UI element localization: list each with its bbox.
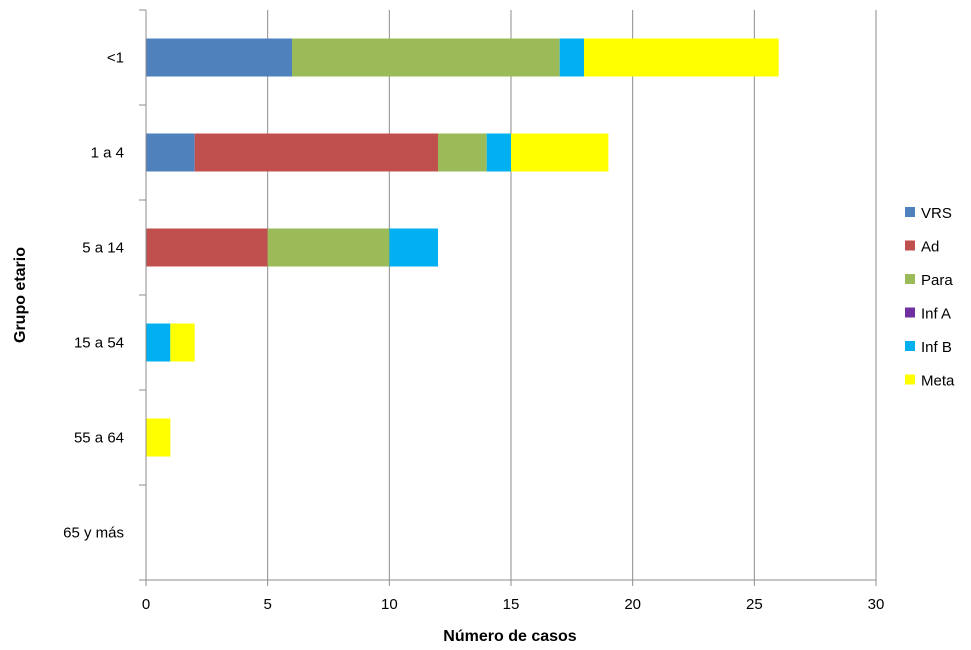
legend-swatch-meta [905,374,915,385]
y-tick-label: <1 [107,50,124,67]
legend-swatch-para [905,274,915,284]
legend-label: Ad [921,239,939,256]
x-tick-label: 0 [142,596,150,613]
y-tick-label: 65 y más [63,525,124,542]
legend-label: Meta [921,373,955,390]
x-tick-label: 20 [624,596,641,613]
x-tick-labels: 0 5 10 15 20 25 30 [142,596,885,613]
x-tick-label: 30 [868,596,885,613]
legend-label: VRS [921,205,952,222]
x-tick-label: 25 [746,596,763,613]
y-axis-title: Grupo etario [12,247,29,343]
bar-meta-4 [146,418,171,457]
bar-inf-b-0 [559,38,584,77]
legend: VRS Ad Para Inf A Inf B Meta [905,205,955,390]
bar-inf-b-3 [146,323,171,362]
x-tick-label: 5 [263,596,271,613]
bar-meta-1 [511,133,609,172]
legend-swatch-vrs [905,207,915,217]
bar-para-2 [267,228,390,267]
bar-inf-b-2 [389,228,438,267]
bar-ad-2 [146,228,268,267]
gridlines [267,10,877,580]
legend-swatch-ad [905,240,915,251]
bar-meta-0 [584,38,779,77]
bar-inf-b-1 [486,133,511,172]
x-tick-label: 15 [503,596,520,613]
legend-swatch-inf-b [905,341,915,351]
bar-para-1 [438,133,487,172]
axes [139,9,877,586]
legend-swatch-inf-a [905,307,915,318]
y-tick-label: 5 a 14 [82,240,124,257]
x-tick-label: 10 [381,596,398,613]
bar-para-0 [292,38,560,77]
y-tick-labels: <1 1 a 4 5 a 14 15 a 54 55 a 64 65 y más [63,50,124,542]
legend-label: Inf A [921,306,951,323]
bar-vrs-0 [146,38,292,77]
bar-meta-3 [170,323,195,362]
x-axis-title: Número de casos [443,628,576,645]
bars [146,38,779,457]
y-tick-label: 15 a 54 [74,335,124,352]
legend-label: Para [921,272,953,289]
y-tick-label: 55 a 64 [74,430,124,447]
legend-label: Inf B [921,339,952,356]
bar-ad-1 [194,133,438,172]
bar-vrs-1 [146,133,195,172]
y-tick-label: 1 a 4 [91,145,124,162]
